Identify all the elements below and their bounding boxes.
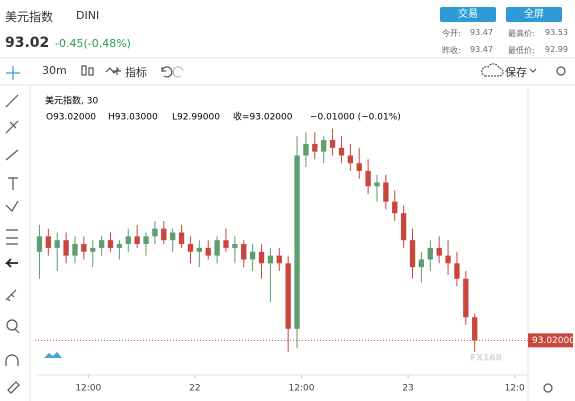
candle-body: [232, 244, 238, 248]
candle-body: [249, 251, 256, 260]
cloud-icon[interactable]: [481, 63, 504, 77]
indicator-icon[interactable]: [105, 67, 121, 75]
candle-body: [223, 240, 229, 248]
candle-body: [392, 201, 398, 214]
x-tick-label: 12:00: [75, 384, 101, 394]
candle-body: [329, 140, 336, 148]
candle-body: [107, 240, 114, 248]
axis-settings[interactable]: [543, 383, 553, 393]
chart-title: 美元指数, 30: [45, 95, 98, 107]
indicators-button[interactable]: 指标: [125, 66, 147, 79]
candle-body: [116, 244, 123, 248]
x-tick-label: 22: [189, 384, 200, 394]
candle-body: [258, 251, 265, 264]
trade-button[interactable]: 交易: [440, 7, 496, 22]
candle-body: [472, 317, 478, 341]
candle-body: [427, 247, 433, 260]
candle-body: [409, 240, 416, 268]
candle-body: [400, 213, 407, 241]
legend-close: 收=93.02000: [233, 111, 293, 123]
candle-body: [54, 240, 60, 248]
save-button[interactable]: 保存: [505, 66, 527, 79]
x-tick-label: 12:00: [289, 384, 315, 394]
candle-body: [463, 278, 469, 318]
candle-body: [90, 247, 96, 252]
watermark: FX168: [470, 354, 502, 364]
candle-body: [72, 244, 78, 256]
undo-icon[interactable]: [161, 66, 173, 78]
last-price-box: [528, 333, 573, 348]
stat-value: 93.53: [545, 28, 568, 37]
candle-body: [338, 147, 345, 156]
candle-body: [196, 247, 202, 252]
candle-body: [187, 244, 194, 252]
candle-body: [152, 228, 158, 237]
redo-icon[interactable]: [172, 66, 184, 78]
last-price-label: 93.02000: [532, 336, 575, 346]
candle-body: [45, 236, 51, 248]
icons: [4, 63, 566, 394]
candle-body: [418, 259, 425, 268]
candle-body: [134, 236, 140, 245]
stat-label: 最高价:: [508, 29, 535, 38]
x-tick-label: 12:0: [505, 384, 525, 394]
chart-type-icon[interactable]: [81, 65, 87, 76]
candle-body: [241, 244, 247, 260]
candle-body: [365, 170, 371, 187]
price: 93.02: [5, 35, 50, 51]
stat-value: 92.99: [545, 45, 568, 54]
candle-body: [125, 236, 131, 245]
candle-body: [205, 247, 211, 256]
candle-body: [98, 240, 105, 248]
settings-icon[interactable]: [556, 66, 566, 76]
candle-body: [214, 240, 220, 256]
candle-body: [445, 255, 451, 264]
legend-high: H93.03000: [108, 113, 158, 123]
symbol-code: DINI: [76, 9, 100, 22]
candle-body: [356, 163, 362, 171]
candle-body: [374, 182, 380, 187]
candle-body: [303, 143, 309, 156]
frame: [0, 57, 575, 401]
candle-body: [285, 263, 291, 329]
symbol-name: 美元指数: [5, 10, 54, 24]
candle-body: [383, 182, 389, 202]
legend-open: O93.02000: [46, 113, 96, 123]
candle-body: [276, 255, 282, 264]
candle-body: [63, 240, 69, 256]
interval-button[interactable]: 30m: [42, 64, 67, 77]
stat-label: 今开:: [442, 29, 461, 38]
candle-body: [312, 143, 318, 152]
candle-body: [321, 140, 327, 152]
stat-label: 昨收:: [442, 46, 461, 55]
stat-value: 93.47: [470, 45, 493, 54]
draw-tools[interactable]: [5, 94, 19, 161]
candle-body: [161, 228, 167, 241]
candle-body: [81, 244, 87, 252]
fullscreen-button[interactable]: 全屏: [506, 7, 562, 22]
crosshair-icon[interactable]: [6, 66, 20, 80]
candle-body: [143, 236, 149, 245]
stat-value: 93.47: [470, 28, 493, 37]
candle-body: [294, 155, 300, 329]
candle-body: [267, 255, 274, 264]
legend-low: L92.99000: [172, 113, 220, 123]
change: -0.45(-0.48%): [55, 37, 131, 50]
candle-body: [436, 247, 442, 256]
x-tick-label: 23: [402, 384, 413, 394]
candle-body: [347, 155, 354, 164]
candle-body: [36, 236, 43, 252]
candle-body: [170, 232, 176, 241]
candle-body: [178, 232, 185, 245]
legend-change: −0.01000 (−0.01%): [310, 113, 401, 123]
stat-label: 最低价:: [508, 46, 535, 55]
candle-body: [454, 263, 460, 279]
